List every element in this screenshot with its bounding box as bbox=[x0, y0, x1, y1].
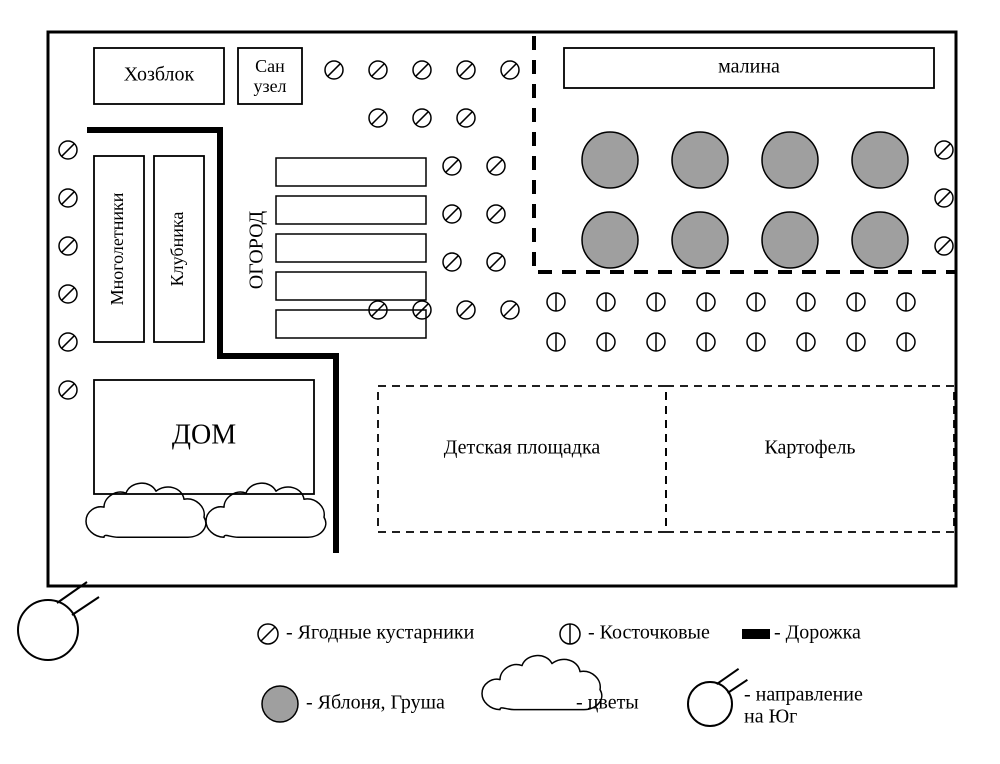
svg-text:ОГОРОД: ОГОРОД bbox=[246, 210, 268, 289]
svg-text:Клубника: Клубника bbox=[167, 212, 187, 287]
svg-text:малина: малина bbox=[718, 56, 780, 78]
legend-item bbox=[688, 669, 747, 726]
ogorod-row bbox=[276, 196, 426, 224]
apple-trees bbox=[582, 132, 908, 268]
legend-item bbox=[258, 624, 278, 644]
svg-text:Сан: Сан bbox=[255, 56, 285, 76]
svg-text:Картофель: Картофель bbox=[764, 437, 855, 459]
svg-text:Детская площадка: Детская площадка bbox=[444, 437, 601, 459]
south-direction bbox=[18, 582, 99, 660]
berry-bushes bbox=[59, 61, 953, 399]
ogorod-row bbox=[276, 272, 426, 300]
svg-text:- цветы: - цветы bbox=[576, 692, 639, 714]
playground-box bbox=[378, 386, 666, 532]
flowers bbox=[86, 483, 326, 537]
legend-item bbox=[742, 629, 770, 639]
legend-item bbox=[262, 686, 298, 722]
legend-item bbox=[560, 624, 580, 644]
svg-text:ДОМ: ДОМ bbox=[172, 419, 236, 450]
plot-boundary bbox=[48, 32, 956, 586]
svg-text:- направление: - направление bbox=[744, 684, 863, 706]
ogorod-row bbox=[276, 310, 426, 338]
potato-box bbox=[666, 386, 954, 532]
svg-text:Хозблок: Хозблок bbox=[124, 64, 195, 86]
svg-text:на Юг: на Юг bbox=[744, 706, 797, 728]
svg-text:- Косточковые: - Косточковые bbox=[588, 622, 710, 644]
svg-text:- Дорожка: - Дорожка bbox=[774, 622, 861, 644]
svg-text:Многолетники: Многолетники bbox=[107, 192, 127, 305]
svg-text:- Ягодные кустарники: - Ягодные кустарники bbox=[286, 622, 475, 644]
svg-text:узел: узел bbox=[253, 76, 286, 96]
svg-text:- Яблоня, Груша: - Яблоня, Груша bbox=[306, 692, 445, 714]
ogorod-row bbox=[276, 158, 426, 186]
stone-fruits bbox=[547, 293, 915, 351]
ogorod-row bbox=[276, 234, 426, 262]
